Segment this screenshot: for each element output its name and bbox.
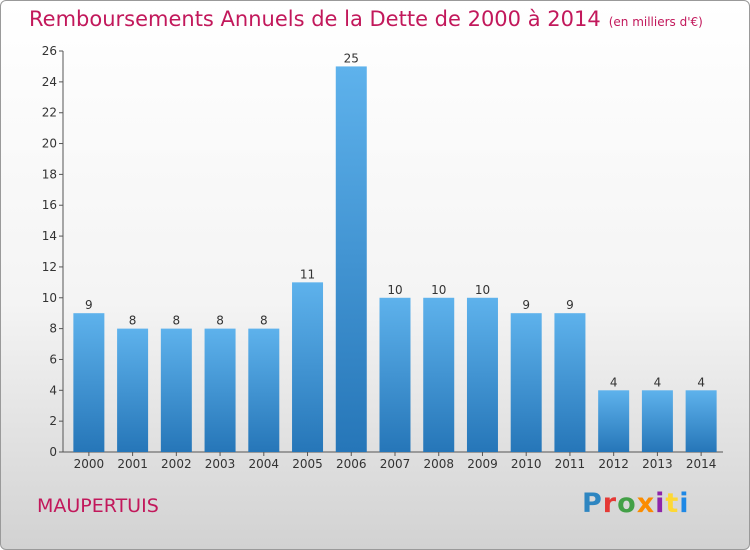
logo-letter: r: [602, 488, 618, 519]
y-tick-label: 8: [49, 322, 57, 336]
x-tick-label-2001: 2001: [117, 457, 148, 471]
chart-bars: [73, 66, 717, 452]
logo-letter: o: [617, 488, 637, 519]
x-tick-label-2000: 2000: [74, 457, 105, 471]
bar-2001: [117, 328, 149, 452]
y-tick-label: 26: [42, 44, 57, 58]
x-tick-label-2011: 2011: [555, 457, 586, 471]
y-tick-label: 24: [42, 75, 57, 89]
data-label-2014: 4: [697, 375, 705, 389]
y-tick-label: 18: [42, 167, 57, 181]
data-label-2009: 10: [475, 283, 490, 297]
bar-2012: [598, 390, 630, 452]
bar-2002: [160, 328, 192, 452]
y-tick-label: 22: [42, 106, 57, 120]
x-tick-label-2006: 2006: [336, 457, 367, 471]
bar-2013: [641, 390, 673, 452]
data-label-2012: 4: [610, 375, 618, 389]
x-tick-label-2004: 2004: [249, 457, 280, 471]
y-tick-label: 14: [42, 229, 57, 243]
logo-letter: x: [636, 488, 656, 519]
data-label-2004: 8: [260, 314, 268, 328]
data-label-2005: 11: [300, 267, 315, 281]
bar-2009: [466, 297, 498, 452]
x-tick-label-2003: 2003: [205, 457, 236, 471]
y-tick-label: 2: [49, 414, 57, 428]
logo-letter: i: [679, 488, 690, 519]
bar-2010: [510, 313, 542, 452]
logo-letter: t: [665, 488, 680, 519]
bar-2011: [554, 313, 586, 452]
x-tick-label-2009: 2009: [467, 457, 498, 471]
bar-2005: [292, 282, 324, 452]
bar-2004: [248, 328, 280, 452]
bar-2008: [423, 297, 455, 452]
data-label-2000: 9: [85, 298, 93, 312]
y-tick-label: 20: [42, 137, 57, 151]
bar-2006: [335, 66, 367, 452]
bar-2003: [204, 328, 236, 452]
y-tick-label: 0: [49, 445, 57, 459]
x-tick-label-2014: 2014: [686, 457, 717, 471]
bar-2000: [73, 313, 105, 452]
y-tick-label: 12: [42, 260, 57, 274]
y-tick-label: 6: [49, 352, 57, 366]
chart-labels: 9 2000 8 2001 8 2002 8 2003 8 2004 11 2005 25 2006 10 2…: [74, 51, 717, 471]
x-tick-label-2002: 2002: [161, 457, 192, 471]
bar-2007: [379, 297, 411, 452]
data-label-2011: 9: [566, 298, 574, 312]
data-label-2007: 10: [387, 283, 402, 297]
data-label-2008: 10: [431, 283, 446, 297]
y-tick-label: 4: [49, 383, 57, 397]
logo-letter: i: [655, 488, 666, 519]
x-tick-label-2007: 2007: [380, 457, 411, 471]
commune-name: MAUPERTUIS: [37, 495, 159, 517]
data-label-2013: 4: [654, 375, 662, 389]
data-label-2003: 8: [216, 314, 224, 328]
y-tick-label: 10: [42, 291, 57, 305]
chart-title: Remboursements Annuels de la Dette de 20…: [29, 7, 703, 31]
x-tick-label-2012: 2012: [598, 457, 629, 471]
bar-2014: [685, 390, 717, 452]
data-label-2010: 9: [522, 298, 530, 312]
chart-unit: (en milliers d'€): [608, 15, 703, 29]
x-tick-label-2005: 2005: [292, 457, 323, 471]
proxiti-logo: Proxiti: [582, 488, 690, 519]
logo-letter: P: [582, 488, 603, 519]
data-label-2001: 8: [129, 314, 137, 328]
chart-title-text: Remboursements Annuels de la Dette de 20…: [29, 7, 601, 31]
y-tick-label: 16: [42, 198, 57, 212]
data-label-2002: 8: [173, 314, 181, 328]
x-tick-label-2013: 2013: [642, 457, 673, 471]
x-tick-label-2010: 2010: [511, 457, 542, 471]
x-tick-label-2008: 2008: [423, 457, 454, 471]
data-label-2006: 25: [344, 51, 359, 65]
